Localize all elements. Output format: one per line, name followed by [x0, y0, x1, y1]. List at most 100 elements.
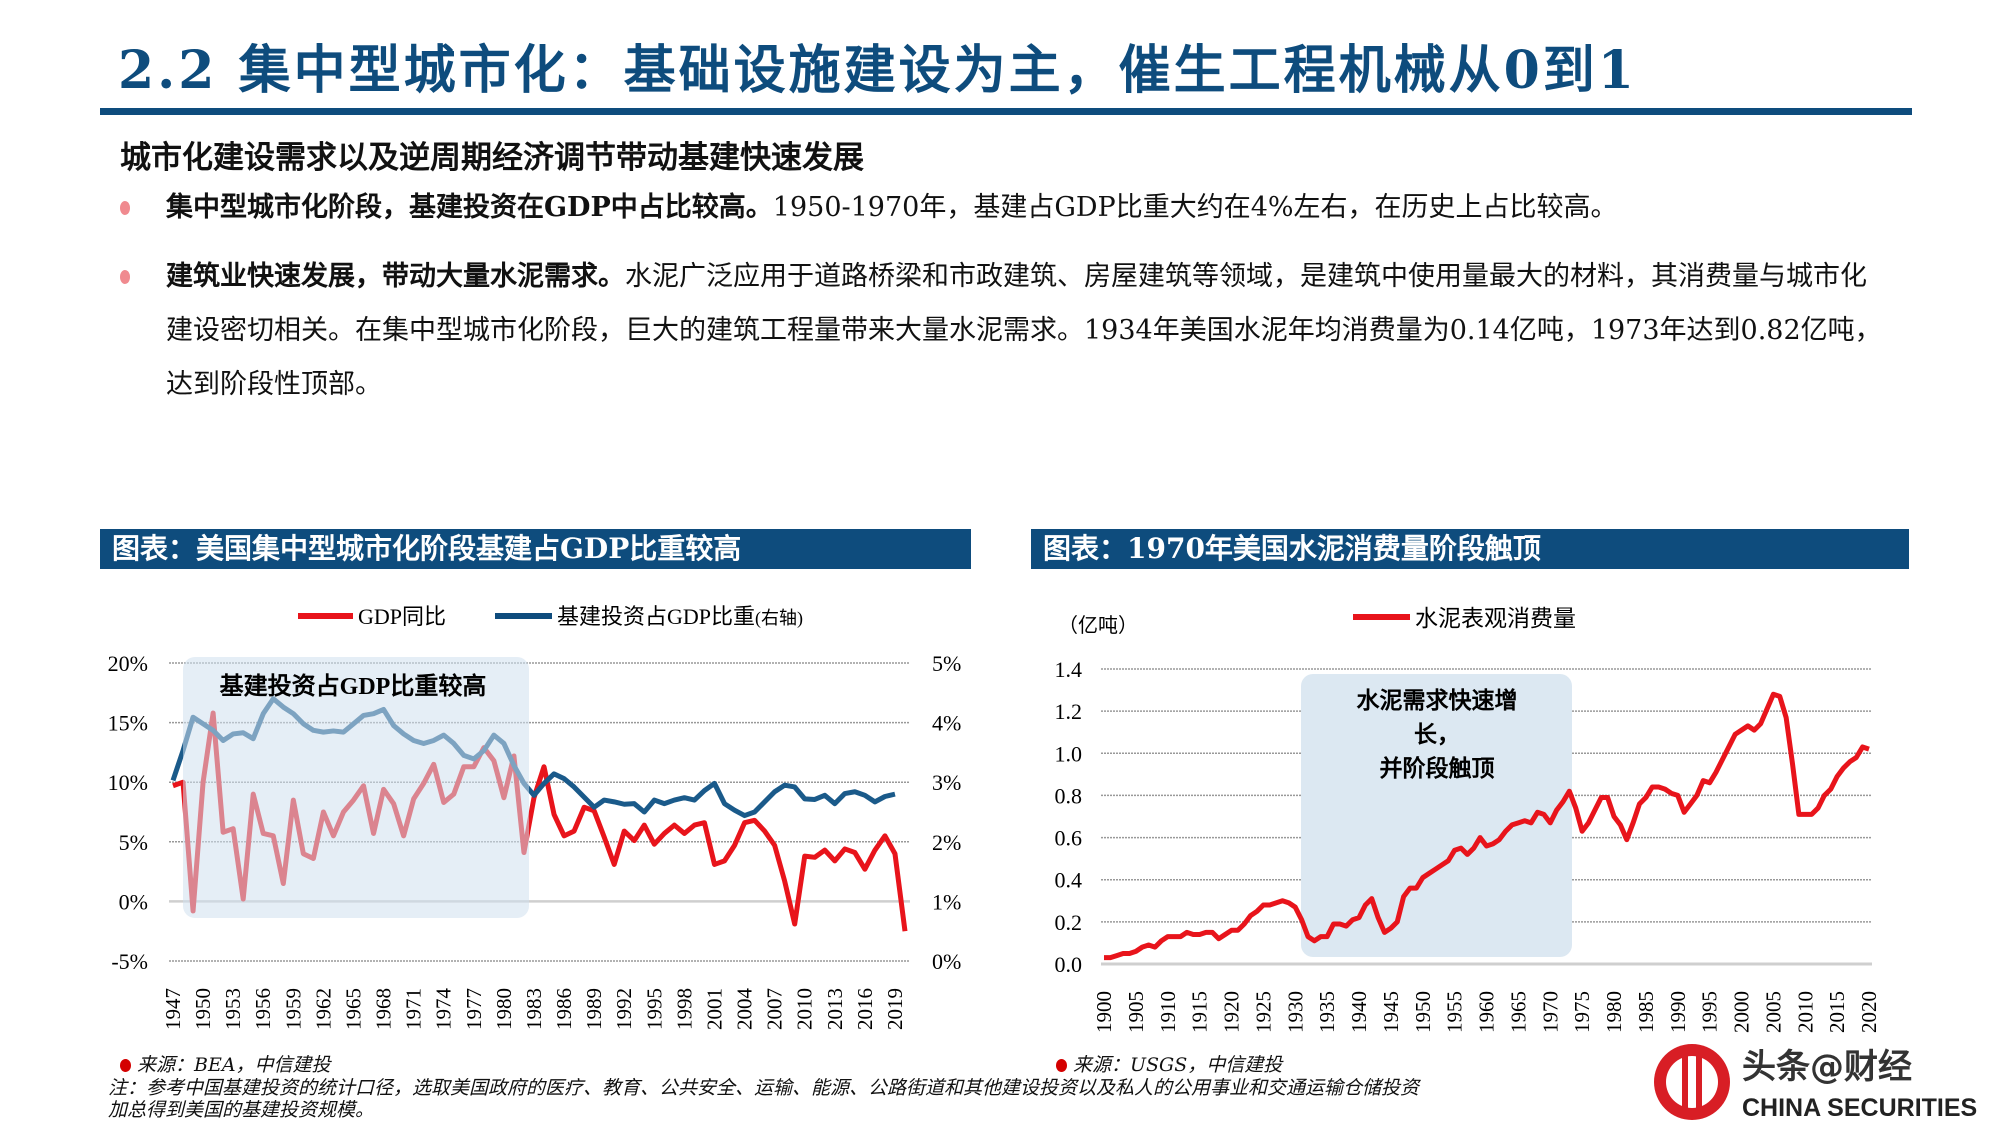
gdp-infrastructure-chart: 20% 15% 10% 5% 0% -5% 5% 4% 3% 2% 1% 0% 1947 1950 1953… — [108, 604, 962, 1030]
source-left: 来源：BEA，中信建投 — [120, 1050, 331, 1077]
page-title: 2.2 集中型城市化：基础设施建设为主，催生工程机械从0到1 — [118, 40, 1637, 101]
bullet-item: 集中型城市化阶段，基建投资在GDP中占比较高。1950-1970年，基建占GDP… — [120, 181, 1890, 235]
x-tick-label: 1989 — [582, 988, 606, 1030]
x-tick-label: 1947 — [161, 988, 185, 1030]
section-subtitle: 城市化建设需求以及逆周期经济调节带动基建快速发展 — [120, 140, 864, 176]
y-tick-label: 0.8 — [1055, 783, 1083, 808]
y-unit-label: （亿吨） — [1058, 614, 1138, 637]
highlight-annotation: 基建投资占GDP比重较高 — [220, 672, 487, 700]
x-tick-label: 1915 — [1188, 991, 1212, 1033]
highlight-box — [183, 657, 529, 918]
x-tick-label: 2000 — [1730, 991, 1754, 1033]
y-right-tick-label: 3% — [932, 770, 961, 795]
bullet-dot-icon — [120, 201, 130, 215]
x-tick-label: 2010 — [793, 988, 817, 1030]
chart-title-right: 图表：1970年美国水泥消费量阶段触顶 — [1031, 529, 1909, 569]
x-tick-label: 2020 — [1857, 991, 1881, 1033]
bullet-bold: 集中型城市化阶段，基建投资在GDP中占比较高。 — [166, 192, 773, 223]
y-left-tick-label: 20% — [108, 651, 148, 676]
highlight-annotation: 长， — [1414, 722, 1460, 747]
legend-label-gdp: GDP同比 — [358, 604, 446, 629]
y-tick-label: 0.4 — [1055, 868, 1083, 893]
bullet-item: 建筑业快速发展，带动大量水泥需求。水泥广泛应用于道路桥梁和市政建筑、房屋建筑等领… — [120, 250, 1890, 412]
source-right: 来源：USGS，中信建投 — [1056, 1050, 1282, 1077]
x-tick-label: 1995 — [642, 988, 666, 1030]
x-tick-label: 1974 — [432, 988, 456, 1031]
bullet-text: 水泥广泛应用于道路桥梁和市政建筑、房屋建筑等领域，是建筑中使用量最大的材料，其消… — [166, 261, 1882, 400]
bullet-dot-icon — [120, 270, 130, 284]
x-tick-label: 1980 — [492, 988, 516, 1030]
source-dot-icon — [120, 1059, 131, 1072]
y-tick-label: 1.0 — [1055, 741, 1083, 766]
bullet-bold: 建筑业快速发展，带动大量水泥需求。 — [166, 261, 625, 292]
y-tick-label: 0.0 — [1055, 952, 1083, 977]
china-securities-logo: 头条@财经 CHINA SECURITIES — [1654, 1044, 1977, 1122]
x-tick-label: 1990 — [1666, 991, 1690, 1033]
legend-axis-note: (右轴) — [755, 608, 803, 629]
legend-label-infrastructure: 基建投资占GDP比重(右轴) — [557, 604, 803, 629]
x-tick-label: 1980 — [1602, 991, 1626, 1033]
y-left-tick-label: -5% — [111, 949, 148, 974]
cement-consumption-chart: 1.4 1.2 1.0 0.8 0.6 0.4 0.2 0.0 1900 1905 1910 1915… — [1055, 606, 1882, 1033]
x-tick-label: 1965 — [1506, 991, 1530, 1033]
y-left-tick-label: 15% — [108, 711, 148, 736]
x-tick-label: 1992 — [612, 988, 636, 1030]
y-tick-label: 0.2 — [1055, 910, 1083, 935]
x-tick-label: 1985 — [1634, 991, 1658, 1033]
x-tick-label: 1998 — [672, 988, 696, 1030]
x-tick-label: 1945 — [1379, 991, 1403, 1033]
logo-watermark: 头条@财经 — [1742, 1047, 1912, 1087]
y-right-tick-label: 1% — [932, 889, 961, 914]
y-right-tick-label: 0% — [932, 949, 961, 974]
highlight-annotation: 并阶段触顶 — [1380, 755, 1495, 781]
x-tick-label: 1956 — [251, 988, 275, 1030]
highlight-annotation: 水泥需求快速增 — [1357, 687, 1518, 713]
legend-series-name: 基建投资占GDP比重 — [557, 604, 755, 629]
title-divider — [100, 108, 1912, 115]
logo-text: CHINA SECURITIES — [1742, 1094, 1977, 1122]
x-tick-label: 1959 — [281, 988, 305, 1030]
x-tick-label: 1930 — [1283, 991, 1307, 1033]
x-tick-label: 1953 — [221, 988, 245, 1030]
highlight-box — [1301, 674, 1572, 957]
y-left-tick-label: 10% — [108, 770, 148, 795]
x-tick-label: 2013 — [823, 988, 847, 1030]
x-tick-label: 2004 — [733, 988, 757, 1031]
x-tick-label: 1965 — [341, 988, 365, 1030]
x-tick-label: 1905 — [1124, 991, 1148, 1033]
x-tick-label: 1962 — [311, 988, 335, 1030]
legend-label-cement: 水泥表观消费量 — [1415, 606, 1576, 631]
y-right-tick-label: 4% — [932, 711, 961, 736]
source-dot-icon — [1056, 1059, 1067, 1072]
x-tick-label: 1970 — [1538, 991, 1562, 1033]
x-tick-label: 1968 — [372, 988, 396, 1030]
x-tick-label: 2019 — [883, 988, 907, 1030]
x-tick-label: 1975 — [1570, 991, 1594, 1033]
x-tick-label: 1940 — [1347, 991, 1371, 1033]
footnote: 注：参考中国基建投资的统计口径，选取美国政府的医疗、教育、公共安全、运输、能源、… — [108, 1077, 1420, 1121]
x-tick-label: 2001 — [702, 988, 726, 1030]
bullet-text: 1950-1970年，基建占GDP比重大约在4%左右，在历史上占比较高。 — [772, 192, 1618, 223]
y-tick-label: 1.2 — [1055, 699, 1083, 724]
x-tick-label: 2010 — [1793, 991, 1817, 1033]
x-tick-label: 2015 — [1825, 991, 1849, 1033]
x-tick-label: 2007 — [763, 988, 787, 1030]
x-tick-label: 1995 — [1698, 991, 1722, 1033]
x-tick-label: 1955 — [1443, 991, 1467, 1033]
x-tick-label: 1950 — [1411, 991, 1435, 1033]
y-tick-label: 1.4 — [1055, 657, 1083, 682]
x-tick-label: 1900 — [1092, 991, 1116, 1033]
x-tick-label: 1920 — [1220, 991, 1244, 1033]
y-left-tick-label: 0% — [119, 889, 148, 914]
x-tick-label: 1986 — [552, 988, 576, 1030]
y-right-tick-label: 5% — [932, 651, 961, 676]
y-left-tick-label: 5% — [119, 830, 148, 855]
x-tick-label: 1950 — [191, 988, 215, 1030]
y-tick-label: 0.6 — [1055, 826, 1083, 851]
chart-title-left: 图表：美国集中型城市化阶段基建占GDP比重较高 — [100, 529, 971, 569]
x-tick-label: 1925 — [1251, 991, 1275, 1033]
x-tick-label: 1977 — [462, 988, 486, 1030]
cement-consumption-line — [1104, 691, 1870, 961]
x-tick-label: 2016 — [853, 988, 877, 1030]
